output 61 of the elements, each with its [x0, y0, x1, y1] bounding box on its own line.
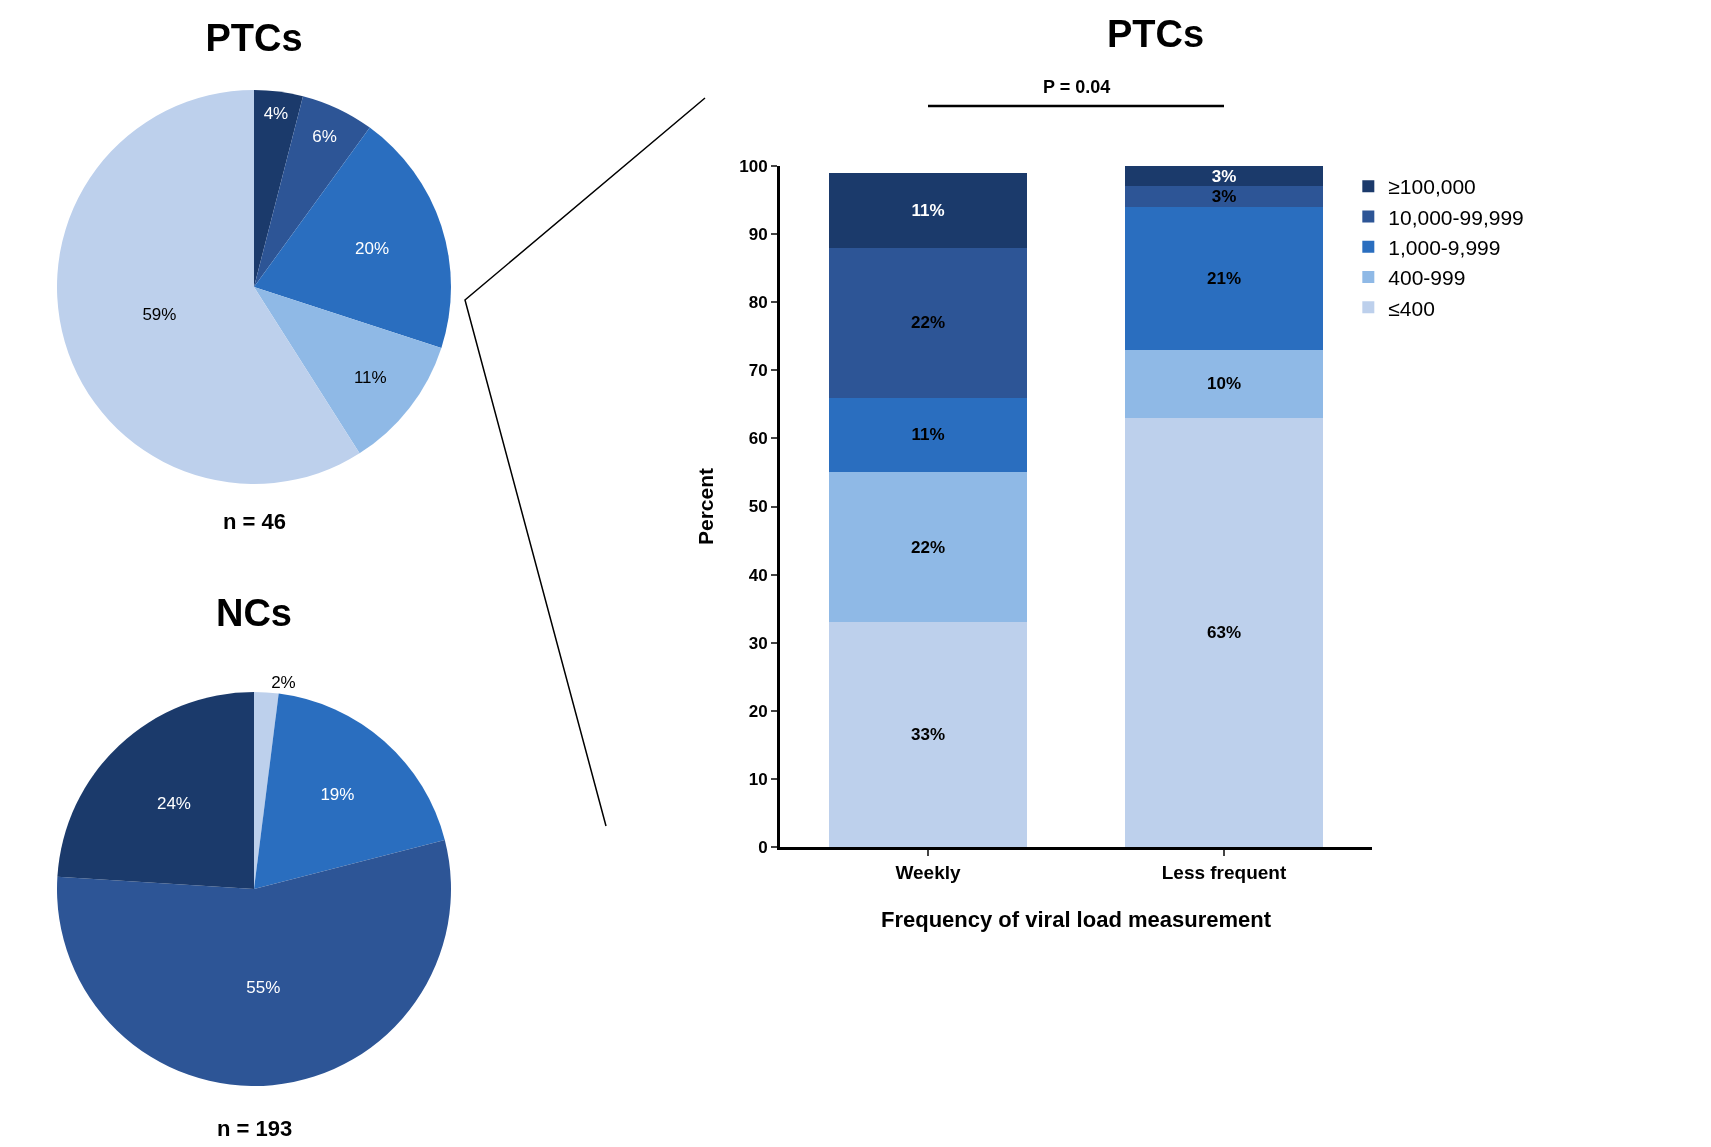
data-label: 20% [354, 239, 390, 259]
bar [828, 397, 1028, 473]
data-label: 4% [263, 103, 289, 123]
bar [1124, 166, 1324, 187]
pie-slice [57, 692, 254, 889]
bar [828, 172, 1028, 248]
y-tick-label: 80 [748, 293, 768, 313]
bar [828, 247, 1028, 398]
legend-label: 10,000-99,999 [1388, 205, 1524, 229]
text: P = 0.04 [1043, 77, 1111, 97]
pie-slice [254, 693, 445, 889]
data-label: 21% [1206, 268, 1242, 288]
chart-title: PTCs [205, 17, 303, 60]
data-label: 33% [910, 725, 946, 745]
data-label: 24% [156, 794, 191, 814]
x-tick-label: Less frequent [1161, 861, 1287, 883]
data-label: 22% [910, 537, 946, 557]
legend-label: ≥100,000 [1388, 175, 1476, 199]
y-tick-label: 100 [739, 156, 768, 176]
y-tick-label: 70 [748, 361, 768, 381]
bar [1124, 186, 1324, 207]
y-tick-label: 30 [748, 633, 768, 653]
data-label: 63% [1206, 622, 1242, 642]
data-label: 11% [911, 425, 945, 445]
text: n = 46 [223, 509, 286, 534]
data-label: 22% [910, 313, 946, 333]
data-label: 10% [1206, 374, 1242, 394]
bar [828, 472, 1028, 623]
y-tick-label: 20 [748, 701, 768, 721]
bar [828, 622, 1028, 847]
x-tick-label: Weekly [895, 861, 961, 883]
chart-title: PTCs [1106, 13, 1205, 56]
data-label: 3% [1211, 187, 1237, 207]
pie-slice [254, 90, 303, 287]
data-label: 3% [1211, 166, 1237, 186]
y-tick-label: 50 [748, 497, 768, 517]
pie-slice [57, 840, 451, 1086]
chart-title: NCs [215, 592, 293, 635]
y-tick-label: 90 [748, 225, 768, 245]
bar [1124, 417, 1324, 847]
bar [1124, 349, 1324, 418]
pie-slice [254, 287, 442, 454]
bar [1124, 206, 1324, 350]
legend-label: 400-999 [1388, 266, 1466, 290]
y-tick-label: 10 [748, 769, 768, 789]
data-label: 55% [246, 977, 281, 997]
pie-slice [254, 127, 451, 348]
legend-label: 1,000-9,999 [1388, 235, 1501, 259]
data-label: 59% [142, 304, 177, 324]
data-label: 2% [271, 673, 296, 693]
data-label: 19% [320, 784, 355, 804]
x-axis-title: Frequency of viral load measurement [880, 906, 1272, 932]
y-tick-label: 0 [758, 837, 768, 857]
y-tick-label: 60 [748, 429, 768, 449]
data-label: 6% [312, 127, 337, 147]
legend-label: ≤400 [1388, 296, 1435, 320]
data-label: 11% [911, 200, 945, 220]
text: n = 193 [217, 1116, 293, 1141]
y-tick-label: 40 [748, 565, 768, 585]
y-axis-title: Percent [694, 467, 718, 546]
data-label: 11% [353, 367, 387, 387]
